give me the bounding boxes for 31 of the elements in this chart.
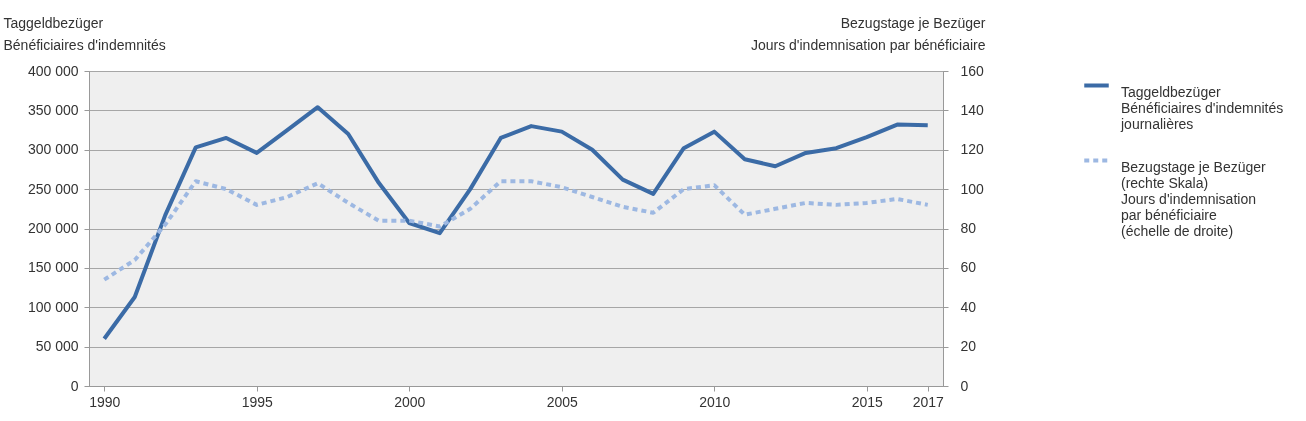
y-tick-label: 400 000 <box>27 62 79 79</box>
y2-tick-label: 100 <box>960 180 985 197</box>
y2-tick-label: 40 <box>960 298 977 315</box>
x-tick-label: 1990 <box>89 393 121 410</box>
x-tick-label: 2017 <box>912 393 945 410</box>
x-tick-label: 2015 <box>851 393 884 410</box>
y2-tick-label: 60 <box>960 259 977 276</box>
y2-axis-title: Bezugstage je Bezüger Jours d'indemnisation par bénéficiaire <box>750 14 986 53</box>
x-tick-label: 1995 <box>241 393 274 410</box>
y-tick-label: 200 000 <box>27 220 79 236</box>
y-tick-label: 350 000 <box>27 101 79 118</box>
legend-label: Bezugstage je Bezüger (rechte Skala) Jours d'indemnisation par bénéficiaire (échelle de droite) <box>1121 158 1267 239</box>
y2-tick-label: 20 <box>960 338 977 355</box>
y2-tick-label: 120 <box>960 141 985 158</box>
legend-label: Taggeldbezüger Bénéficiaires d'indemnités journalières <box>1120 83 1284 132</box>
y2-tick-label: 140 <box>960 101 985 118</box>
y2-tick-label: 160 <box>960 62 985 79</box>
x-tick-label: 2000 <box>394 393 426 410</box>
y-tick-label: 50 000 <box>35 338 79 355</box>
y-tick-label: 100 000 <box>27 298 79 315</box>
y-tick-label: 150 000 <box>27 259 79 276</box>
y2-tick-label: 80 <box>960 220 977 236</box>
y-tick-label: 0 <box>70 377 79 394</box>
x-tick-label: 2010 <box>699 393 731 410</box>
y2-tick-label: 0 <box>960 377 969 394</box>
y-tick-label: 300 000 <box>27 141 79 158</box>
line-series <box>102 105 930 341</box>
line-series <box>102 179 930 282</box>
y-tick-label: 250 000 <box>27 180 79 197</box>
y-axis-title: Taggeldbezüger Bénéficiaires d'indemnités <box>3 14 166 53</box>
x-tick-label: 2005 <box>546 393 579 410</box>
